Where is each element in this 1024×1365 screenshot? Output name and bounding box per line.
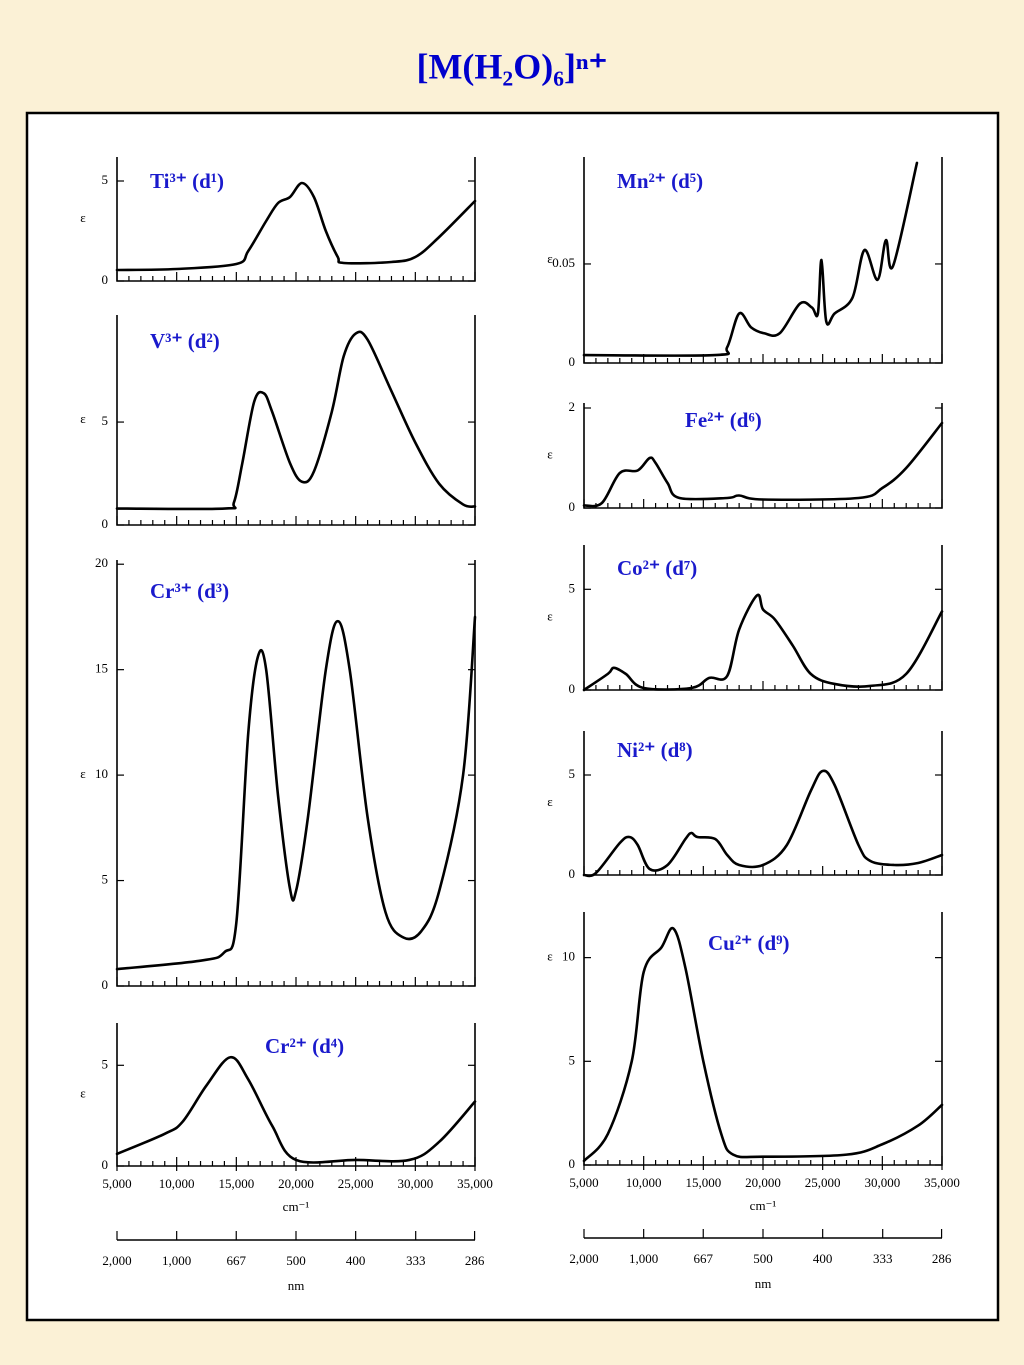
panel-label: Ni²⁺ (d⁸) bbox=[617, 738, 693, 762]
y-tick-label: 0 bbox=[569, 1156, 576, 1171]
x-tick-label: 5,000 bbox=[569, 1175, 598, 1190]
panel-label: Co²⁺ (d⁷) bbox=[617, 556, 697, 580]
spectrum-line bbox=[582, 421, 944, 508]
nm-tick-label: 1,000 bbox=[629, 1251, 658, 1266]
nm-tick-label: 333 bbox=[406, 1253, 426, 1268]
x-tick-label: 20,000 bbox=[278, 1176, 314, 1191]
y-axis-label: ε bbox=[80, 411, 86, 426]
nm-tick-label: 400 bbox=[813, 1251, 833, 1266]
spectrum-line bbox=[115, 181, 477, 272]
panel-label: Cu²⁺ (d⁹) bbox=[708, 931, 789, 955]
nm-tick-label: 667 bbox=[693, 1251, 713, 1266]
y-tick-label: 5 bbox=[102, 172, 109, 187]
y-tick-label: 5 bbox=[569, 580, 576, 595]
x-tick-label: 25,000 bbox=[338, 1176, 374, 1191]
y-tick-label: 0 bbox=[569, 499, 576, 514]
nm-axis-label: nm bbox=[755, 1276, 772, 1291]
nm-tick-label: 1,000 bbox=[162, 1253, 191, 1268]
panel-label: Mn²⁺ (d⁵) bbox=[617, 169, 703, 193]
spectrum-line bbox=[115, 330, 477, 511]
y-tick-label: 5 bbox=[569, 766, 576, 781]
y-tick-label: 0 bbox=[102, 516, 109, 531]
y-tick-label: 5 bbox=[102, 413, 109, 428]
nm-tick-label: 500 bbox=[753, 1251, 773, 1266]
x-axis-label: cm⁻¹ bbox=[283, 1199, 310, 1214]
x-tick-label: 15,000 bbox=[218, 1176, 254, 1191]
y-axis-label: ε bbox=[547, 251, 553, 266]
spectrum-line bbox=[582, 161, 919, 357]
y-tick-label: 0 bbox=[102, 977, 109, 992]
y-axis-label: ε bbox=[80, 1085, 86, 1100]
panel-label: Ti³⁺ (d¹) bbox=[150, 169, 224, 193]
panel-label: Cr²⁺ (d⁴) bbox=[265, 1034, 344, 1058]
y-tick-label: 0 bbox=[102, 1157, 109, 1172]
nm-tick-label: 400 bbox=[346, 1253, 366, 1268]
x-tick-label: 35,000 bbox=[924, 1175, 960, 1190]
x-tick-label: 30,000 bbox=[397, 1176, 433, 1191]
y-tick-label: 10 bbox=[95, 766, 108, 781]
y-axis-label: ε bbox=[80, 210, 86, 225]
y-axis-label: ε bbox=[547, 794, 553, 809]
nm-tick-label: 2,000 bbox=[569, 1251, 598, 1266]
y-tick-label: 5 bbox=[569, 1052, 576, 1067]
nm-tick-label: 286 bbox=[932, 1251, 952, 1266]
spectrum-line bbox=[115, 615, 477, 971]
page-title: [M(H₂O)₆]ⁿ⁺ bbox=[416, 46, 607, 86]
spectrum-line bbox=[582, 593, 944, 692]
frame bbox=[25, 111, 1000, 1322]
y-tick-label: 10 bbox=[562, 949, 575, 964]
nm-axis-label: nm bbox=[288, 1278, 305, 1293]
x-tick-label: 25,000 bbox=[805, 1175, 841, 1190]
panel-label: V³⁺ (d²) bbox=[150, 329, 220, 353]
y-tick-label: 0 bbox=[102, 272, 109, 287]
nm-tick-label: 286 bbox=[465, 1253, 485, 1268]
x-tick-label: 35,000 bbox=[457, 1176, 493, 1191]
x-tick-label: 15,000 bbox=[685, 1175, 721, 1190]
x-tick-label: 10,000 bbox=[159, 1176, 195, 1191]
x-tick-label: 20,000 bbox=[745, 1175, 781, 1190]
x-tick-label: 5,000 bbox=[102, 1176, 131, 1191]
spectrum-line bbox=[582, 926, 944, 1163]
panel-label: Fe²⁺ (d⁶) bbox=[685, 408, 762, 432]
y-tick-label: 0.05 bbox=[552, 255, 575, 270]
y-axis-label: ε bbox=[80, 766, 86, 781]
spectrum-line bbox=[115, 1055, 477, 1164]
x-axis-label: cm⁻¹ bbox=[750, 1198, 777, 1213]
nm-tick-label: 2,000 bbox=[102, 1253, 131, 1268]
y-axis-label: ε bbox=[547, 446, 553, 461]
spectrum-line bbox=[582, 769, 944, 878]
panel-label: Cr³⁺ (d³) bbox=[150, 579, 229, 603]
y-tick-label: 5 bbox=[102, 872, 109, 887]
y-tick-label: 5 bbox=[102, 1056, 109, 1071]
y-tick-label: 20 bbox=[95, 555, 108, 570]
y-tick-label: 0 bbox=[569, 354, 576, 369]
y-tick-label: 2 bbox=[569, 399, 576, 414]
y-tick-label: 0 bbox=[569, 681, 576, 696]
y-axis-label: ε bbox=[547, 949, 553, 964]
x-tick-label: 10,000 bbox=[626, 1175, 662, 1190]
y-axis-label: ε bbox=[547, 608, 553, 623]
nm-tick-label: 500 bbox=[286, 1253, 306, 1268]
nm-tick-label: 333 bbox=[873, 1251, 893, 1266]
y-tick-label: 0 bbox=[569, 866, 576, 881]
y-tick-label: 15 bbox=[95, 661, 108, 676]
nm-tick-label: 667 bbox=[226, 1253, 246, 1268]
x-tick-label: 30,000 bbox=[864, 1175, 900, 1190]
